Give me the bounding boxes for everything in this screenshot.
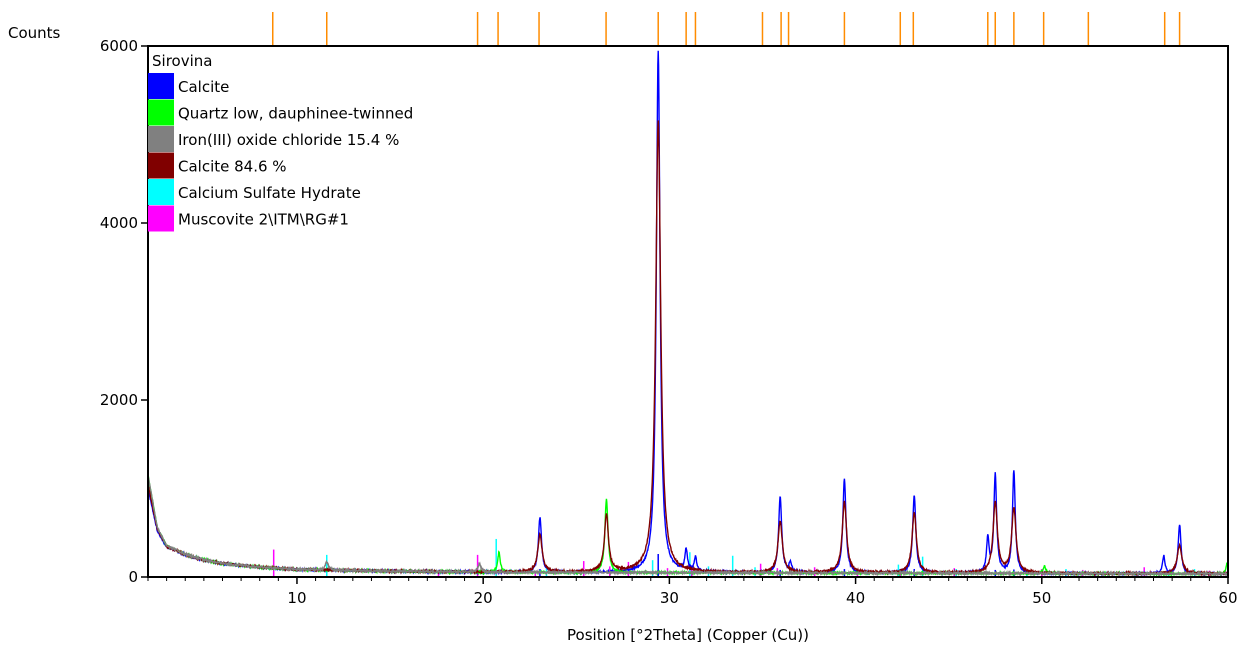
x-tick-label: 10 [287,589,306,607]
x-axis: 10 20 30 40 50 60 [147,577,1238,607]
y-axis-title: Counts [8,24,61,42]
legend-label: Quartz low, dauphinee-twinned [178,105,413,123]
legend-swatch [148,99,174,126]
x-tick-label: 50 [1032,589,1051,607]
legend-swatch [148,205,174,232]
y-tick-label: 0 [128,568,138,586]
y-tick-label: 6000 [100,37,138,55]
legend-label: Calcium Sulfate Hydrate [178,184,361,202]
legend-label: Calcite 84.6 % [178,158,287,176]
legend-swatch [148,73,174,99]
legend-swatch [148,179,174,205]
series-group [147,50,1229,578]
plot-frame [147,45,1229,578]
y-axis: 0 2000 4000 6000 [100,37,148,586]
legend: Sirovina Calcite Quartz low, dauphinee-tw… [148,52,413,232]
x-tick-label: 40 [846,589,865,607]
legend-title: Sirovina [152,52,212,70]
reference-marks [272,12,1181,46]
x-tick-label: 60 [1218,589,1237,607]
series-calcite [147,50,1229,577]
x-tick-label: 30 [660,589,679,607]
x-axis-title: Position [°2Theta] (Copper (Cu)) [567,626,809,644]
legend-label: Muscovite 2\ITM\RG#1 [178,211,349,229]
legend-swatch [148,152,174,179]
series-iron-iii-oxide-chloride-15-4- [147,475,1229,578]
legend-label: Calcite [178,78,229,96]
x-tick-label: 20 [474,589,493,607]
y-tick-label: 2000 [100,391,138,409]
legend-label: Iron(III) oxide chloride 15.4 % [178,131,399,149]
y-tick-label: 4000 [100,214,138,232]
legend-swatch [148,126,174,152]
